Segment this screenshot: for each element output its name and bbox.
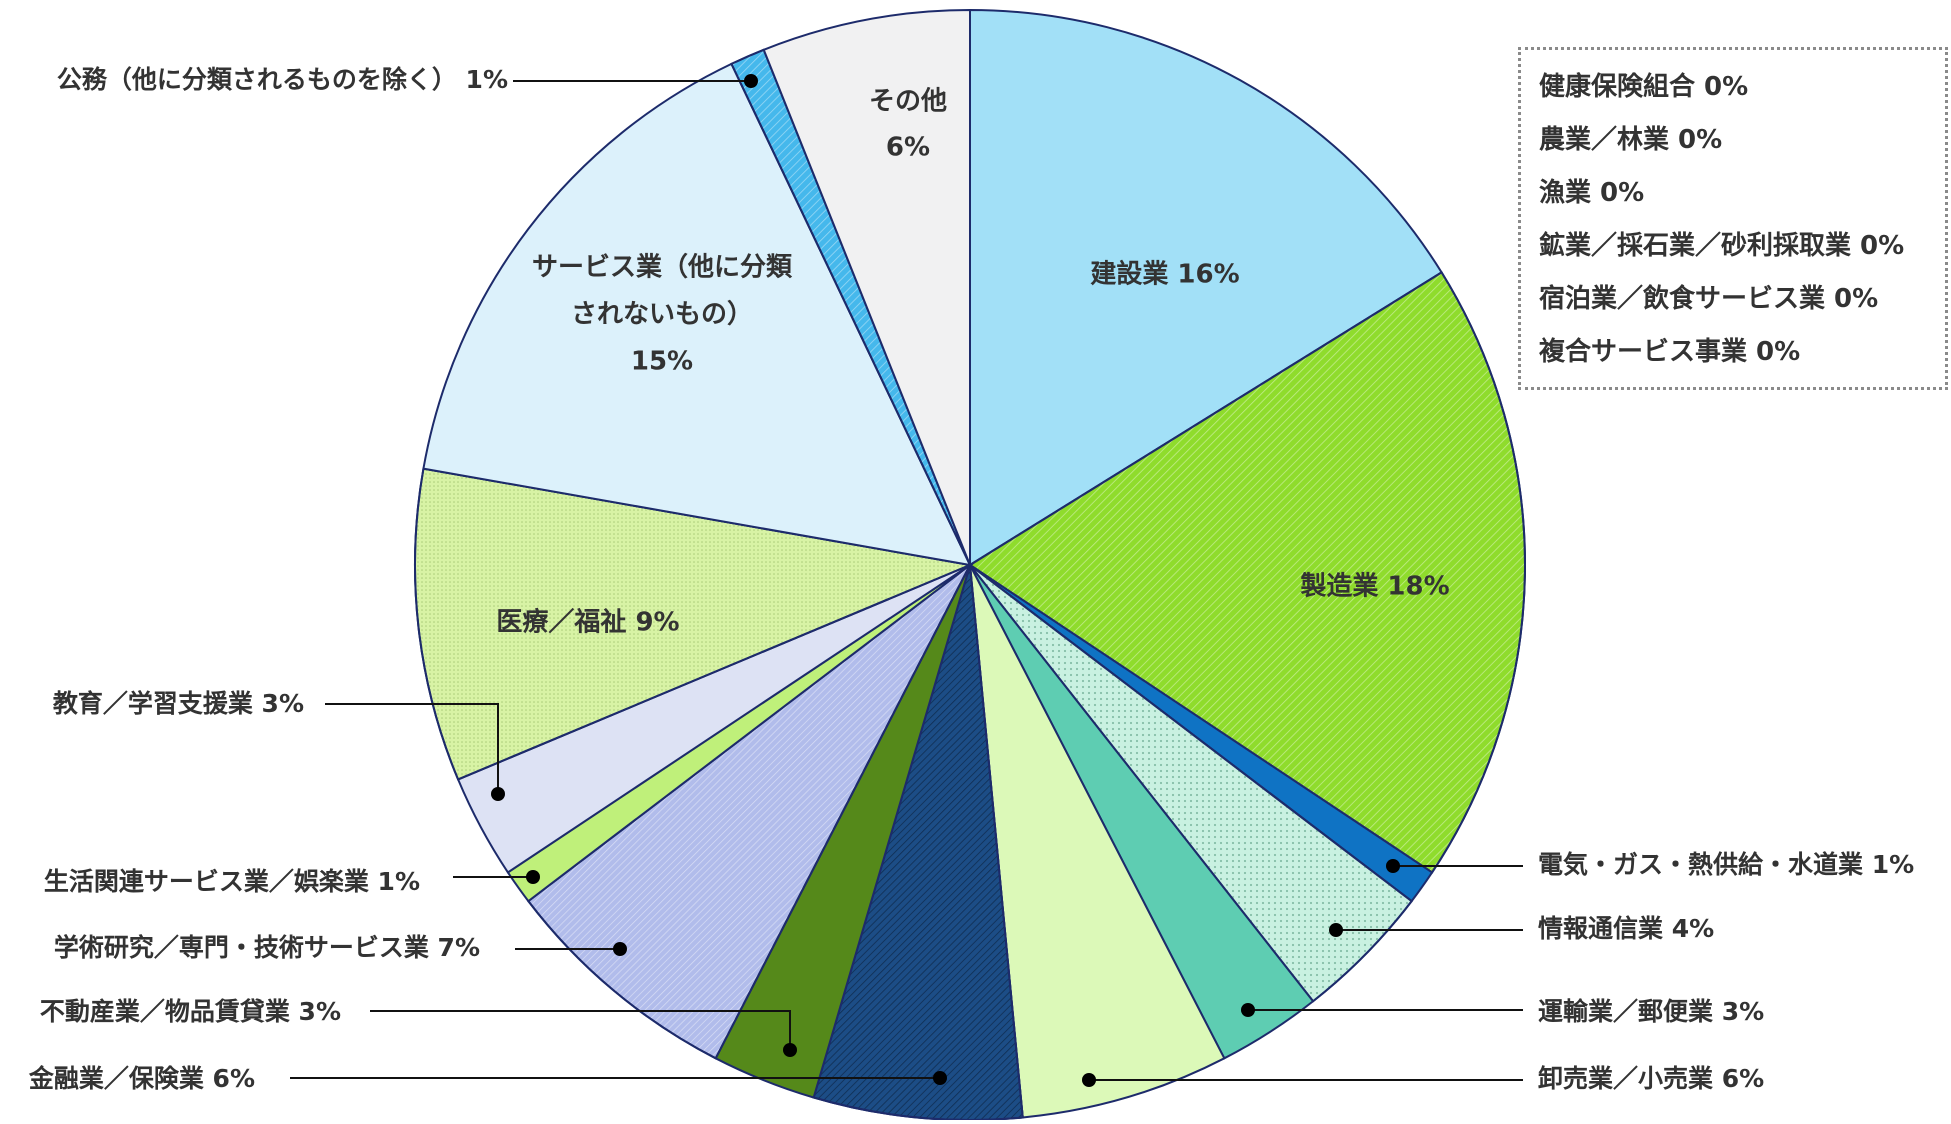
- pie-slice-pattern: [812, 564, 1024, 1121]
- pie-slice-fill: [969, 9, 1443, 566]
- slice-label: 情報通信業 4%: [1538, 914, 1714, 943]
- leader-dot: [933, 1071, 947, 1085]
- pie-slice-5: [969, 564, 1226, 1119]
- zero-value-legend-box: 健康保険組合 0% 農業／林業 0% 漁業 0% 鉱業／採石業／砂利採取業 0%…: [1518, 47, 1948, 390]
- slice-label: 公務（他に分類されるものを除く） 1%: [57, 65, 508, 94]
- slice-label: サービス業（他に分類: [532, 253, 793, 283]
- pie-slice-pattern: [414, 467, 974, 781]
- pie-slice-fill: [762, 9, 971, 566]
- zero-item-label: 複合サービス事業 0%: [1539, 337, 1801, 367]
- slice-label: 運輸業／郵便業 3%: [1538, 997, 1764, 1026]
- pie-slice-0: [969, 9, 1443, 566]
- slice-label: 教育／学習支援業 3%: [53, 689, 304, 718]
- pie-slice-13: [730, 48, 971, 566]
- pie-slice-pattern: [526, 564, 971, 1060]
- slice-label: その他: [869, 87, 947, 117]
- leader-dot: [526, 870, 540, 884]
- slice-label: 生活関連サービス業／娯楽業 1%: [44, 867, 420, 896]
- leader-line: [325, 703, 499, 794]
- slice-label: 不動産業／物品賃貸業 3%: [40, 997, 341, 1026]
- slice-label: 電気・ガス・熱供給・水道業 1%: [1538, 850, 1914, 879]
- pie-slice-12: [422, 62, 971, 566]
- zero-item-label: 鉱業／採石業／砂利採取業 0%: [1539, 231, 1905, 261]
- leader-dot: [783, 1043, 797, 1057]
- pie-slice-1: [968, 271, 1527, 874]
- leader-lines: [290, 74, 1523, 1087]
- slice-label: 製造業 18%: [1300, 572, 1449, 602]
- leader-dot: [744, 74, 758, 88]
- pie-slices: [414, 9, 1527, 1121]
- slice-label: 医療／福祉 9%: [496, 608, 679, 638]
- slice-label: 学術研究／専門・技術サービス業 7%: [54, 933, 480, 962]
- leader-dot: [1241, 1003, 1255, 1017]
- slice-label: 建設業 16%: [1090, 259, 1239, 290]
- pie-slice-8: [526, 564, 971, 1060]
- pie-slice-pattern: [968, 271, 1527, 874]
- leader-dot: [491, 787, 505, 801]
- slice-label: 6%: [886, 133, 930, 163]
- pie-slice-fill: [422, 62, 971, 566]
- zero-item-label: 農業／林業 0%: [1539, 125, 1723, 155]
- leader-dot: [1082, 1073, 1096, 1087]
- slice-label: 金融業／保険業 6%: [28, 1064, 255, 1093]
- slice-label: 15%: [631, 347, 693, 377]
- slice-label: されないもの）: [571, 300, 753, 330]
- zero-item-label: 宿泊業／飲食サービス業 0%: [1539, 284, 1879, 314]
- pie-slice-6: [812, 564, 1024, 1121]
- zero-item-label: 漁業 0%: [1539, 178, 1645, 208]
- pie-slice-11: [414, 467, 974, 781]
- leader-dot: [1386, 859, 1400, 873]
- slice-labels: 建設業 16% 製造業 18% 電気・ガス・熱供給・水道業 1% 情報通信業 4% 運輸…: [28, 65, 1914, 1093]
- leader-dot: [613, 942, 627, 956]
- leader-dot: [1329, 923, 1343, 937]
- zero-item-label: 健康保険組合 0%: [1539, 72, 1749, 102]
- pie-slice-fill: [969, 564, 1226, 1119]
- slice-label: 卸売業／小売業 6%: [1538, 1064, 1764, 1093]
- pie-slice-14: [762, 9, 971, 566]
- leader-line: [370, 1010, 791, 1050]
